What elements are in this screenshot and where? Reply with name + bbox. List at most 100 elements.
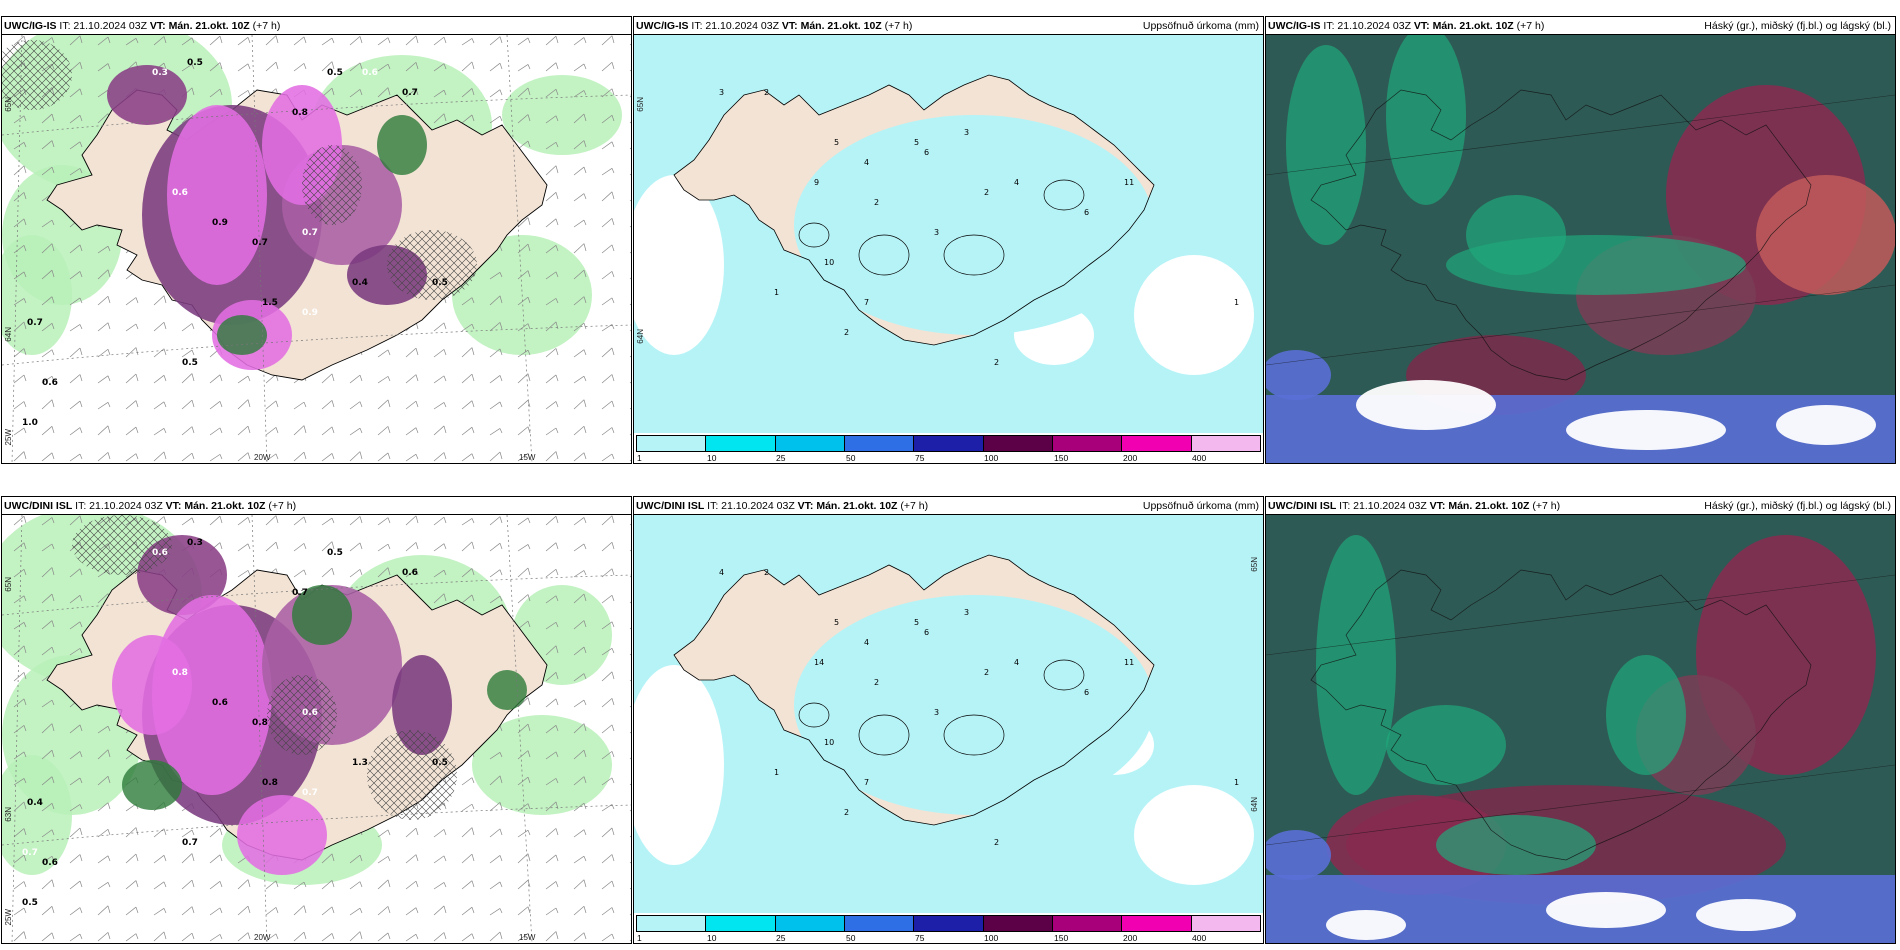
precip-value-label: 1.5 xyxy=(262,298,278,308)
accum-value-label: 9 xyxy=(814,178,819,187)
accum-value-label: 5 xyxy=(834,618,839,627)
precip-map: 0.6 0.3 0.5 0.9 0.6 0.7 0.8 0.6 0.8 0.6 0.5 0.7 0.7 0… xyxy=(2,515,631,943)
legend-tick: 1 xyxy=(637,933,642,943)
panel-title: UWC/DINI ISL IT: 21.10.2024 03Z VT: Mán.… xyxy=(1266,497,1895,515)
panel-title: UWC/DINI ISL IT: 21.10.2024 03Z VT: Mán.… xyxy=(2,497,631,515)
legend-swatch xyxy=(1191,436,1260,451)
lat-label-64: 64N xyxy=(636,329,645,344)
legend-swatch xyxy=(706,916,776,931)
lat-label-63: 63N xyxy=(4,807,13,822)
accum-map: 3 2 5 4 6 3 2 9 2 10 5 1 2 3 4 7 2 11 6 1 xyxy=(634,35,1263,463)
legend-tick: 100 xyxy=(984,933,999,943)
precip-value-label: 0.8 xyxy=(252,718,268,728)
panel-4: UWC/DINI ISL IT: 21.10.2024 03Z VT: Mán.… xyxy=(633,496,1264,944)
precip-value-label: 0.3 xyxy=(152,68,168,78)
precip-map: 0.3 0.5 0.5 0.6 0.7 0.8 0.6 0.9 0.7 0.7 1.0 0.5 0.8 0… xyxy=(2,35,631,463)
lon-label-25w: 25W xyxy=(4,909,13,926)
legend-swatch xyxy=(775,436,845,451)
legend-swatch xyxy=(1122,916,1192,931)
precip-value-label: 0.7 xyxy=(302,228,318,238)
legend-swatch xyxy=(637,916,707,931)
panel-title: UWC/IG-IS IT: 21.10.2024 03Z VT: Mán. 21… xyxy=(2,17,631,35)
precip-value-label: 0.7 xyxy=(182,838,198,848)
panel-3: UWC/DINI ISL IT: 21.10.2024 03Z VT: Mán.… xyxy=(1,496,632,944)
precip-legend: 1 10 25 50 75 100 150 200 400 xyxy=(634,433,1263,463)
accum-value-label: 6 xyxy=(1084,208,1089,217)
panel-2: UWC/IG-IS IT: 21.10.2024 03Z VT: Mán. 21… xyxy=(1265,16,1896,464)
legend-swatch xyxy=(914,436,984,451)
legend-tick: 1 xyxy=(637,453,642,463)
panel-title: UWC/IG-IS IT: 21.10.2024 03Z VT: Mán. 21… xyxy=(1266,17,1895,35)
legend-swatch xyxy=(637,436,707,451)
legend-tick: 10 xyxy=(707,453,717,463)
legend-swatch xyxy=(983,916,1053,931)
precip-value-label: 0.8 xyxy=(292,108,308,118)
accum-value-label: 2 xyxy=(994,838,999,847)
accum-value-label: 3 xyxy=(934,708,939,717)
panel-1: UWC/IG-IS IT: 21.10.2024 03Z VT: Mán. 21… xyxy=(633,16,1264,464)
accum-value-label: 4 xyxy=(1014,658,1019,667)
accum-value-label: 10 xyxy=(824,738,834,747)
accum-value-label: 4 xyxy=(719,568,724,577)
accum-value-label: 4 xyxy=(864,158,869,167)
precip-value-label: 0.6 xyxy=(402,568,418,578)
cloud-map xyxy=(1266,35,1895,463)
legend-swatch xyxy=(844,916,915,931)
legend-tick: 200 xyxy=(1123,453,1138,463)
accum-value-label: 1 xyxy=(774,288,779,297)
precip-value-label: 0.6 xyxy=(302,708,318,718)
precip-value-label: 0.5 xyxy=(182,358,198,368)
legend-swatch xyxy=(706,436,776,451)
accum-value-label: 4 xyxy=(864,638,869,647)
accum-value-label: 4 xyxy=(1014,178,1019,187)
precip-value-label: 0.5 xyxy=(562,418,578,428)
accum-value-label: 1 xyxy=(1234,298,1239,307)
precip-value-label: 0.6 xyxy=(152,548,168,558)
precip-value-label: 0.6 xyxy=(42,378,58,388)
legend-swatch xyxy=(1052,916,1123,931)
accum-value-label: 5 xyxy=(914,138,919,147)
precip-value-label: 0.7 xyxy=(252,238,268,248)
accum-value-label: 10 xyxy=(824,258,834,267)
precip-value-label: 0.6 xyxy=(212,698,228,708)
accum-value-label: 2 xyxy=(984,668,989,677)
precip-value-label: 0.8 xyxy=(172,668,188,678)
legend-tick: 75 xyxy=(915,933,925,943)
legend-tick: 400 xyxy=(1192,933,1207,943)
accum-value-label: 2 xyxy=(764,88,769,97)
precip-value-label: 0.5 xyxy=(327,548,343,558)
precip-value-label: 0.8 xyxy=(262,778,278,788)
precip-value-label: 0.5 xyxy=(432,758,448,768)
legend-tick: 50 xyxy=(846,933,856,943)
precip-value-label: 0.7 xyxy=(27,318,43,328)
legend-swatch xyxy=(775,916,845,931)
accum-value-label: 6 xyxy=(924,628,929,637)
legend-tick: 10 xyxy=(707,933,717,943)
precip-value-label: 0.9 xyxy=(302,308,318,318)
accum-value-label: 3 xyxy=(719,88,724,97)
precip-value-label: 0.5 xyxy=(432,278,448,288)
legend-tick: 200 xyxy=(1123,933,1138,943)
precip-value-label: 1.0 xyxy=(22,418,38,428)
accum-value-label: 11 xyxy=(1124,178,1134,187)
precip-value-label: 1.3 xyxy=(352,758,368,768)
legend-swatch xyxy=(1122,436,1192,451)
precip-value-label: 0.3 xyxy=(187,538,203,548)
accum-value-label: 7 xyxy=(864,298,869,307)
lon-label-15w: 15W xyxy=(519,453,536,462)
accum-value-label: 2 xyxy=(984,188,989,197)
precip-value-label: 0.5 xyxy=(327,68,343,78)
legend-tick: 75 xyxy=(915,453,925,463)
accum-value-label: 7 xyxy=(864,778,869,787)
lat-label-65: 65N xyxy=(4,97,13,112)
precip-value-label: 0.5 xyxy=(22,898,38,908)
panel-0: UWC/IG-IS IT: 21.10.2024 03Z VT: Mán. 21… xyxy=(1,16,632,464)
accum-value-label: 2 xyxy=(874,198,879,207)
accum-value-label: 2 xyxy=(844,808,849,817)
accum-value-label: 2 xyxy=(874,678,879,687)
legend-swatch xyxy=(1191,916,1260,931)
accum-value-label: 2 xyxy=(844,328,849,337)
precip-value-label: 0.7 xyxy=(292,588,308,598)
precip-value-label: 0.5 xyxy=(187,58,203,68)
accum-value-label: 2 xyxy=(764,568,769,577)
